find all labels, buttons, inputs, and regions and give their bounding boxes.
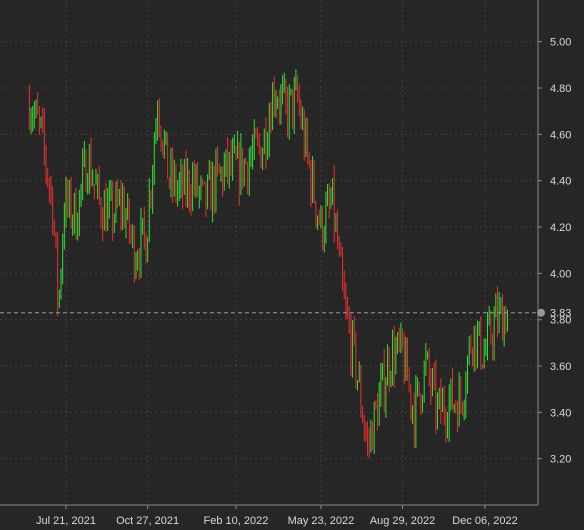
candles (28, 69, 508, 459)
x-tick-label: Oct 27, 2021 (116, 515, 179, 527)
y-tick-label: 4.60 (550, 129, 571, 141)
y-tick-label: 5.00 (550, 37, 571, 49)
x-tick-label: Dec 06, 2022 (452, 515, 517, 527)
y-tick-label: 4.20 (550, 222, 571, 234)
x-tick-label: Jul 21, 2021 (36, 515, 96, 527)
grid-lines (0, 0, 538, 505)
x-tick-label: Feb 10, 2022 (204, 515, 269, 527)
y-axis: 3.20 3.40 3.60 3.80 4.00 4.20 4.40 4.60 4.80 5.00 (537, 0, 571, 505)
x-tick-label: May 23, 2022 (288, 515, 355, 527)
y-tick-label: 3.60 (550, 361, 571, 373)
y-tick-label: 3.80 (550, 315, 571, 327)
y-tick-label: 4.00 (550, 268, 571, 280)
y-tick-label: 4.40 (550, 176, 571, 188)
x-tick-label: Aug 29, 2022 (370, 515, 435, 527)
last-price-marker: 3.83 (0, 308, 571, 320)
x-axis: Jul 21, 2021 Oct 27, 2021 Feb 10, 2022 May … (0, 504, 538, 527)
y-tick-label: 3.40 (550, 407, 571, 419)
plot-background (0, 0, 538, 505)
last-price-dot (537, 308, 545, 317)
y-tick-label: 4.80 (550, 83, 571, 95)
last-price-label: 3.83 (550, 308, 571, 320)
y-tick-label: 3.20 (550, 454, 571, 466)
